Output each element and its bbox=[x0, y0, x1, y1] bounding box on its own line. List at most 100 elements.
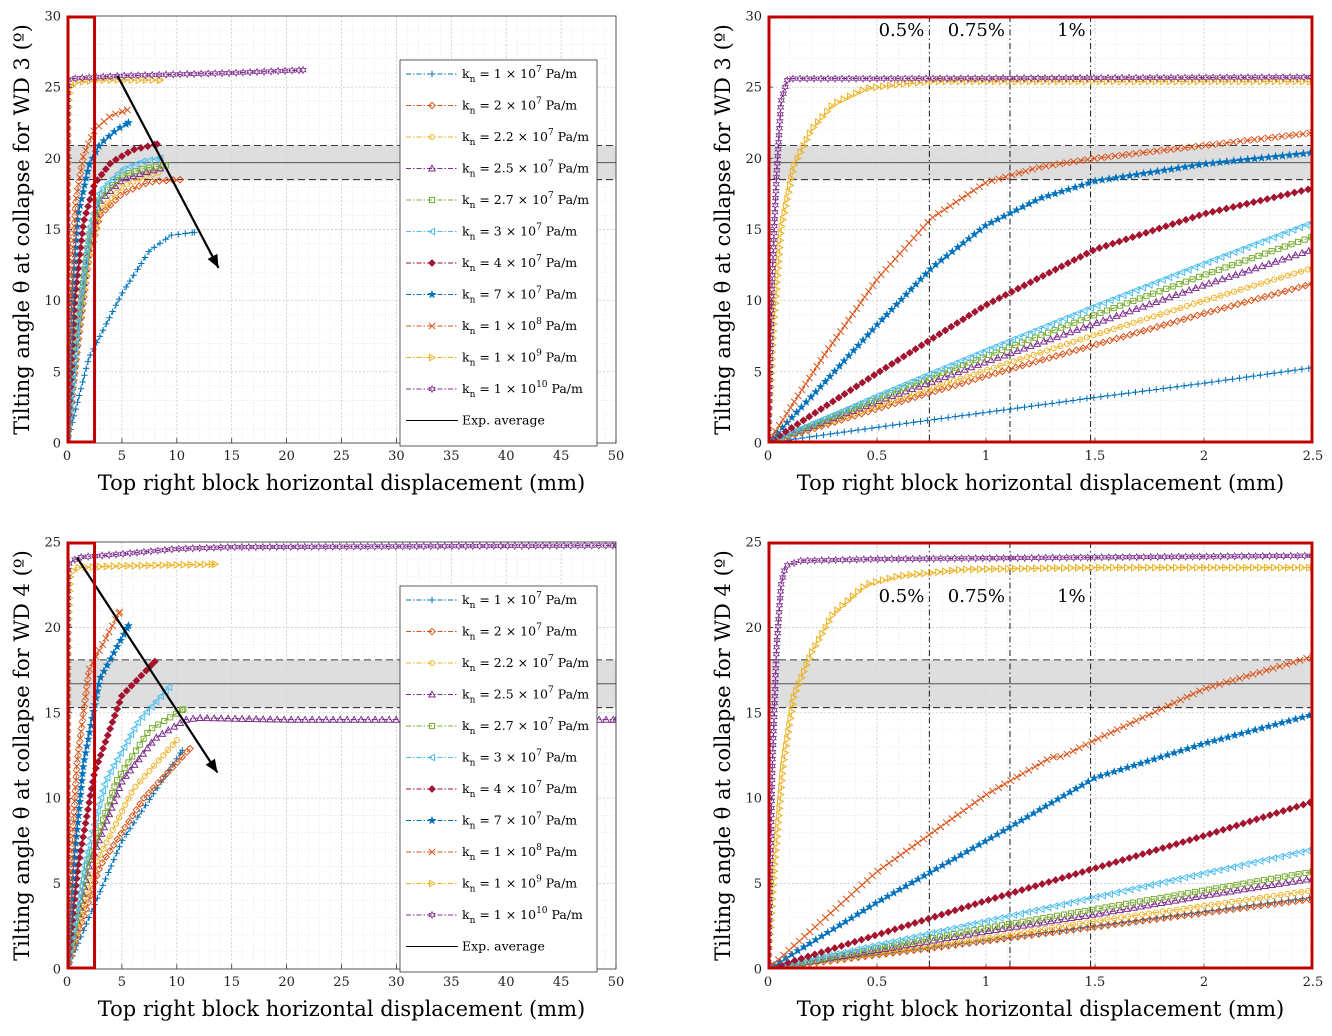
marker bbox=[87, 351, 94, 359]
marker bbox=[1279, 807, 1288, 815]
marker bbox=[985, 924, 992, 931]
marker bbox=[882, 309, 892, 319]
marker bbox=[1079, 344, 1087, 353]
marker bbox=[1279, 73, 1287, 82]
marker bbox=[891, 925, 899, 934]
marker bbox=[911, 345, 920, 353]
marker bbox=[1286, 804, 1294, 813]
x-tick-label: 0 bbox=[63, 449, 71, 464]
marker bbox=[1205, 886, 1212, 893]
marker bbox=[1233, 881, 1240, 888]
marker bbox=[964, 373, 971, 380]
marker bbox=[189, 544, 197, 553]
marker bbox=[72, 902, 81, 911]
legend-kn-sub: n bbox=[470, 727, 476, 737]
marker bbox=[1285, 77, 1294, 86]
marker bbox=[1229, 156, 1239, 165]
marker bbox=[1032, 357, 1040, 366]
marker bbox=[1083, 553, 1092, 562]
marker bbox=[1033, 916, 1040, 923]
marker bbox=[80, 826, 89, 835]
marker bbox=[1070, 338, 1077, 345]
marker bbox=[119, 808, 126, 815]
x-tick-label: 10 bbox=[169, 449, 186, 464]
marker bbox=[132, 676, 141, 685]
marker bbox=[1042, 162, 1050, 170]
marker bbox=[1269, 853, 1278, 863]
marker bbox=[245, 714, 254, 722]
marker bbox=[1089, 563, 1097, 572]
marker bbox=[225, 68, 233, 78]
marker bbox=[329, 542, 337, 551]
marker bbox=[953, 319, 962, 327]
marker bbox=[428, 596, 436, 604]
marker bbox=[180, 706, 187, 713]
marker bbox=[1301, 236, 1308, 243]
marker bbox=[105, 869, 112, 876]
marker bbox=[1284, 150, 1294, 159]
marker bbox=[992, 73, 1000, 83]
marker bbox=[917, 341, 926, 350]
marker bbox=[1053, 915, 1062, 924]
marker bbox=[805, 374, 813, 382]
marker bbox=[951, 381, 960, 390]
marker bbox=[1002, 338, 1010, 347]
marker bbox=[816, 382, 826, 391]
marker bbox=[1269, 233, 1277, 242]
marker bbox=[1145, 711, 1153, 719]
marker bbox=[173, 758, 182, 767]
marker bbox=[1111, 73, 1119, 83]
marker bbox=[957, 554, 966, 563]
marker bbox=[1076, 920, 1083, 927]
y-tick-label: 0 bbox=[53, 963, 61, 978]
marker bbox=[908, 74, 916, 83]
marker bbox=[427, 164, 437, 172]
marker bbox=[962, 921, 970, 930]
marker bbox=[777, 96, 786, 105]
marker bbox=[991, 369, 1000, 378]
marker bbox=[799, 416, 808, 425]
marker bbox=[299, 65, 307, 75]
legend-entry-label: kn = 1 × 107 Pa/m bbox=[462, 65, 577, 85]
marker bbox=[1163, 750, 1173, 759]
marker bbox=[1153, 73, 1161, 82]
marker bbox=[894, 554, 903, 564]
legend-value: = 3 × 10 bbox=[475, 750, 536, 765]
marker bbox=[1033, 339, 1042, 347]
marker bbox=[1271, 133, 1279, 141]
marker bbox=[1297, 268, 1305, 275]
marker bbox=[849, 310, 857, 318]
marker bbox=[1062, 922, 1069, 929]
marker bbox=[1294, 283, 1303, 292]
legend-unit: Pa/m bbox=[542, 750, 577, 765]
marker bbox=[768, 333, 775, 343]
marker bbox=[1195, 142, 1203, 150]
marker bbox=[142, 802, 149, 809]
marker bbox=[998, 924, 1007, 932]
marker bbox=[1090, 312, 1097, 319]
marker bbox=[1177, 696, 1185, 704]
marker bbox=[1236, 674, 1244, 682]
marker bbox=[1062, 926, 1071, 935]
marker bbox=[908, 554, 917, 564]
marker bbox=[776, 804, 784, 813]
marker bbox=[1158, 705, 1166, 713]
y-tick-label: 25 bbox=[745, 81, 762, 96]
marker bbox=[336, 715, 345, 723]
highlight-box bbox=[767, 541, 1314, 970]
marker bbox=[921, 379, 930, 388]
marker bbox=[1152, 915, 1161, 923]
marker bbox=[1112, 311, 1121, 319]
marker bbox=[1187, 871, 1195, 881]
marker bbox=[1285, 563, 1293, 572]
marker bbox=[946, 202, 954, 210]
marker bbox=[1095, 905, 1102, 912]
marker bbox=[929, 74, 937, 83]
marker bbox=[1243, 727, 1253, 736]
marker bbox=[777, 236, 785, 245]
marker bbox=[997, 362, 1004, 369]
marker bbox=[959, 315, 967, 324]
marker bbox=[774, 137, 783, 147]
marker bbox=[1070, 158, 1078, 166]
marker bbox=[287, 715, 296, 723]
